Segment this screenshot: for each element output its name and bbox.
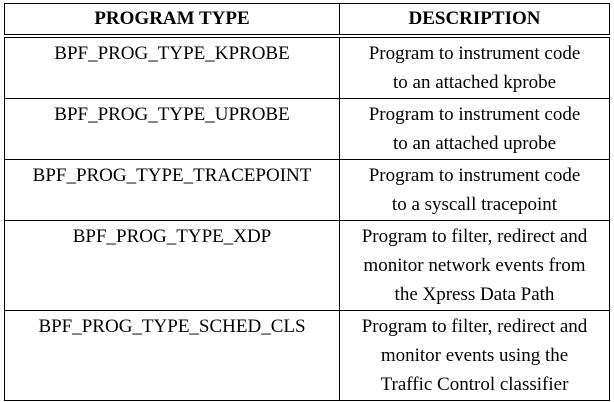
description-line: Program to filter, redirect and xyxy=(361,226,588,247)
table-header: PROGRAM TYPE DESCRIPTION xyxy=(4,3,610,38)
description-line: Program to filter, redirect and xyxy=(361,316,588,337)
description-cell: Program to filter, redirect and monitor … xyxy=(339,310,610,401)
description-line: to an attached kprobe xyxy=(392,72,556,93)
description-line: to a syscall tracepoint xyxy=(391,194,558,215)
description-cell: Program to instrument code to an attache… xyxy=(339,98,610,160)
program-type-cell: BPF_PROG_TYPE_KPROBE xyxy=(4,35,340,99)
program-type-cell: BPF_PROG_TYPE_XDP xyxy=(4,220,340,311)
table-body: BPF_PROG_TYPE_KPROBE Program to instrume… xyxy=(4,35,610,401)
description-cell: Program to filter, redirect and monitor … xyxy=(339,220,610,311)
table-row: BPF_PROG_TYPE_SCHED_CLS Program to filte… xyxy=(4,310,610,401)
description-line: Program to instrument code xyxy=(368,43,581,64)
program-type-cell: BPF_PROG_TYPE_UPROBE xyxy=(4,98,340,160)
header-description: DESCRIPTION xyxy=(339,3,610,38)
description-line: Program to instrument code xyxy=(368,104,581,125)
description-line: Program to instrument code xyxy=(368,165,581,186)
description-cell: Program to instrument code to a syscall … xyxy=(339,159,610,221)
description-line: monitor network events from xyxy=(363,255,586,276)
header-row: PROGRAM TYPE DESCRIPTION xyxy=(4,3,610,38)
program-type-table-container: PROGRAM TYPE DESCRIPTION BPF_PROG_TYPE_K… xyxy=(4,3,610,401)
program-type-cell: BPF_PROG_TYPE_TRACEPOINT xyxy=(4,159,340,221)
table-row: BPF_PROG_TYPE_UPROBE Program to instrume… xyxy=(4,98,610,160)
table-row: BPF_PROG_TYPE_TRACEPOINT Program to inst… xyxy=(4,159,610,221)
description-line: the Xpress Data Path xyxy=(394,284,555,305)
description-line: to an attached uprobe xyxy=(392,133,556,154)
description-line: Traffic Control classifier xyxy=(380,374,569,395)
program-type-cell: BPF_PROG_TYPE_SCHED_CLS xyxy=(4,310,340,401)
table-row: BPF_PROG_TYPE_KPROBE Program to instrume… xyxy=(4,35,610,99)
description-cell: Program to instrument code to an attache… xyxy=(339,35,610,99)
description-line: monitor events using the xyxy=(380,345,569,366)
program-type-table: PROGRAM TYPE DESCRIPTION BPF_PROG_TYPE_K… xyxy=(4,3,610,401)
header-program-type: PROGRAM TYPE xyxy=(4,3,340,38)
table-row: BPF_PROG_TYPE_XDP Program to filter, red… xyxy=(4,220,610,311)
